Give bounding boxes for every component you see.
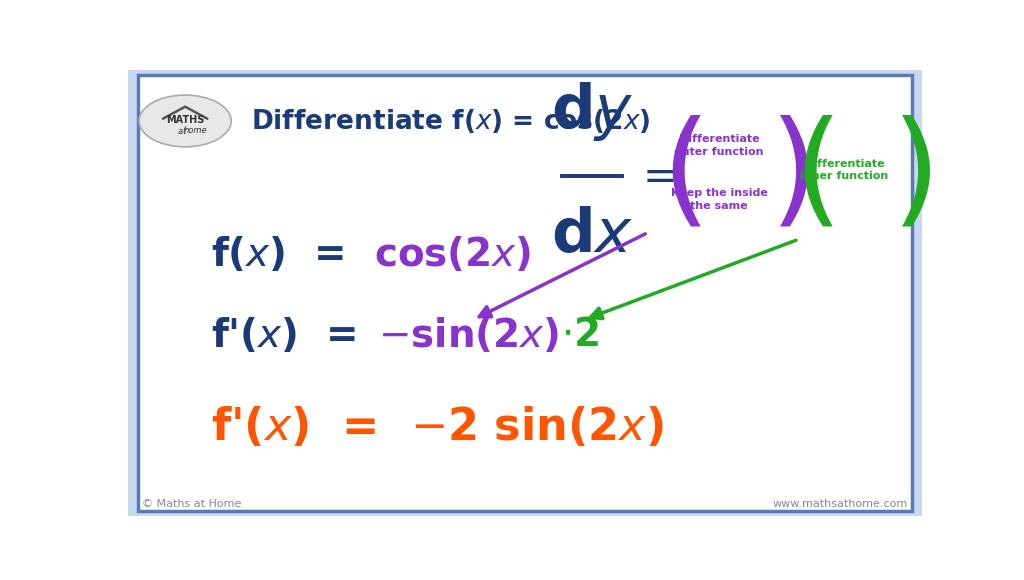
- Text: $\cdot$2: $\cdot$2: [560, 316, 599, 354]
- Text: $=$: $=$: [634, 154, 675, 195]
- Text: home: home: [183, 126, 207, 135]
- Text: www.mathsathome.com: www.mathsathome.com: [772, 499, 907, 509]
- Text: $($: $($: [793, 114, 834, 235]
- Text: $)$: $)$: [769, 114, 809, 235]
- Circle shape: [139, 95, 231, 147]
- Text: $at$: $at$: [177, 125, 188, 136]
- Text: Keep the inside
the same: Keep the inside the same: [671, 188, 768, 211]
- Text: f($x$)  =: f($x$) =: [211, 235, 344, 274]
- Text: Differentiate
outer function: Differentiate outer function: [675, 134, 764, 157]
- Text: MATHS: MATHS: [166, 115, 205, 125]
- Text: $($: $($: [662, 114, 702, 235]
- FancyBboxPatch shape: [137, 75, 912, 511]
- Text: d$x$: d$x$: [551, 206, 634, 265]
- Text: cos(2$x$): cos(2$x$): [374, 235, 531, 274]
- Text: $-$sin(2$x$): $-$sin(2$x$): [378, 316, 559, 355]
- FancyBboxPatch shape: [128, 70, 922, 516]
- Text: Differentiate
inner function: Differentiate inner function: [801, 159, 889, 182]
- Text: f'($x$)  =: f'($x$) =: [211, 316, 356, 355]
- Text: $)$: $)$: [892, 114, 932, 235]
- Text: Differentiate f($x$) = cos(2$x$): Differentiate f($x$) = cos(2$x$): [251, 107, 650, 135]
- Text: d$y$: d$y$: [551, 80, 634, 143]
- Text: © Maths at Home: © Maths at Home: [142, 499, 242, 509]
- Text: f'($x$)  =  $-$2 sin(2$x$): f'($x$) = $-$2 sin(2$x$): [211, 405, 664, 449]
